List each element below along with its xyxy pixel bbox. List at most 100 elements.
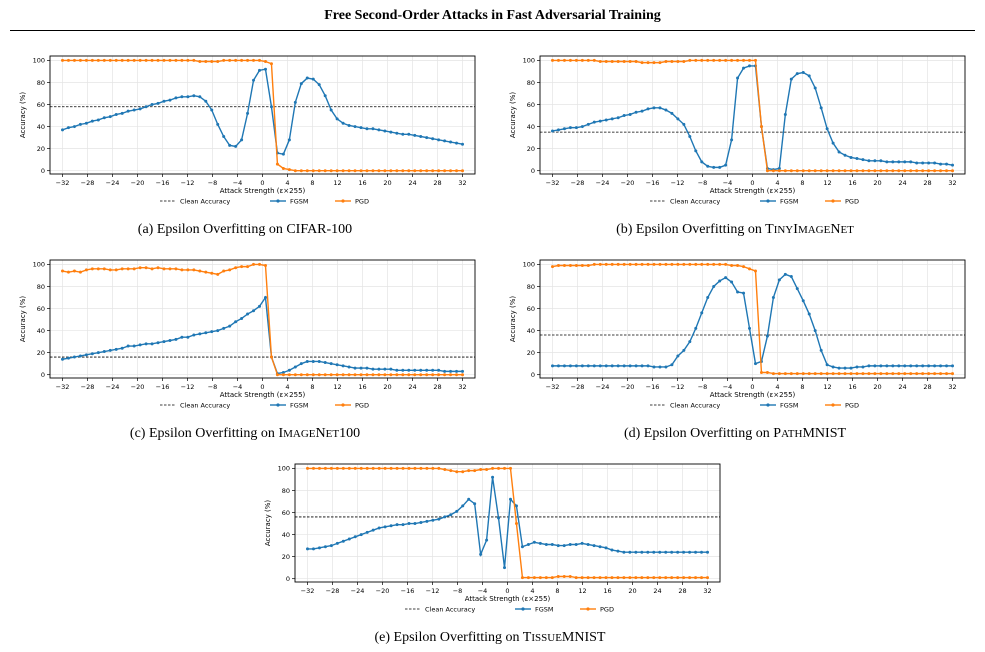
fgsm-point bbox=[443, 369, 447, 373]
fgsm-point bbox=[156, 101, 160, 105]
fgsm-point bbox=[258, 68, 262, 72]
pgd-point bbox=[706, 576, 709, 580]
legend-e: Clean Accuracy FGSM PGD bbox=[405, 605, 614, 613]
x-tick-label: −12 bbox=[671, 179, 685, 187]
pgd-point bbox=[305, 169, 309, 173]
fgsm-point bbox=[455, 369, 459, 373]
pgd-point bbox=[694, 576, 698, 580]
x-axis-label: Attack Strength (ε×255) bbox=[220, 391, 306, 399]
legend-label: PGD bbox=[355, 401, 369, 409]
y-tick-label: 80 bbox=[37, 283, 45, 291]
pgd-point bbox=[365, 466, 369, 470]
fgsm-point bbox=[84, 121, 88, 125]
y-tick-label: 40 bbox=[37, 327, 45, 335]
fgsm-point bbox=[676, 550, 680, 554]
x-tick-label: 4 bbox=[285, 383, 289, 391]
fgsm-point bbox=[640, 364, 644, 368]
fgsm-point bbox=[503, 566, 507, 570]
pgd-point bbox=[789, 372, 793, 376]
fgsm-point bbox=[246, 312, 250, 316]
fgsm-point bbox=[658, 365, 662, 369]
y-tick-label: 0 bbox=[41, 371, 45, 379]
pgd-point bbox=[108, 268, 112, 272]
fgsm-point bbox=[72, 125, 76, 129]
pgd-point bbox=[383, 466, 387, 470]
fgsm-point bbox=[347, 123, 351, 127]
fgsm-point bbox=[807, 312, 811, 316]
pgd-point bbox=[903, 372, 907, 376]
legend-label: Clean Accuracy bbox=[180, 401, 230, 409]
fgsm-point bbox=[694, 326, 698, 330]
pgd-point bbox=[765, 370, 769, 374]
fgsm-point bbox=[281, 370, 285, 374]
fgsm-point bbox=[323, 94, 327, 98]
fgsm-point bbox=[616, 549, 620, 553]
pgd-point bbox=[425, 466, 429, 470]
fgsm-point bbox=[323, 545, 327, 549]
fgsm-point bbox=[574, 543, 578, 547]
fgsm-point bbox=[341, 121, 345, 125]
pgd-point bbox=[664, 262, 668, 266]
fgsm-point bbox=[126, 344, 130, 348]
fgsm-point bbox=[485, 538, 489, 542]
pgd-point bbox=[813, 372, 817, 376]
pgd-point bbox=[401, 373, 405, 377]
pgd-point bbox=[497, 466, 501, 470]
fgsm-point bbox=[311, 547, 315, 551]
pgd-point bbox=[162, 267, 166, 271]
pgd-point bbox=[323, 169, 327, 173]
fgsm-point bbox=[616, 364, 620, 368]
fgsm-point bbox=[646, 550, 650, 554]
fgsm-point bbox=[335, 117, 339, 121]
pgd-point bbox=[353, 169, 357, 173]
fgsm-point bbox=[610, 364, 614, 368]
fgsm-point bbox=[915, 161, 919, 165]
fgsm-point bbox=[562, 544, 566, 548]
fgsm-point bbox=[96, 118, 100, 122]
pgd-point bbox=[837, 372, 841, 376]
fgsm-point bbox=[640, 550, 644, 554]
fgsm-point bbox=[706, 295, 710, 299]
legend-marker bbox=[766, 199, 770, 203]
fgsm-point bbox=[174, 337, 178, 341]
pgd-point bbox=[694, 262, 698, 266]
pgd-point bbox=[210, 60, 214, 64]
pgd-point bbox=[706, 58, 710, 62]
x-tick-label: 20 bbox=[873, 179, 881, 187]
fgsm-point bbox=[240, 316, 244, 320]
fgsm-point bbox=[186, 335, 190, 339]
fgsm-point bbox=[425, 368, 429, 372]
fgsm-point bbox=[198, 332, 202, 336]
series-fgsm bbox=[61, 67, 464, 156]
y-tick-label: 40 bbox=[282, 531, 290, 539]
y-axis-label: Accuracy (%) bbox=[19, 92, 27, 139]
legend-label: Clean Accuracy bbox=[425, 605, 475, 613]
pgd-point bbox=[676, 60, 680, 64]
fgsm-point bbox=[407, 522, 411, 526]
pgd-point bbox=[628, 262, 632, 266]
pgd-point bbox=[317, 373, 321, 377]
pgd-point bbox=[371, 169, 375, 173]
pgd-point bbox=[724, 262, 728, 266]
pgd-point bbox=[610, 262, 614, 266]
fgsm-point bbox=[837, 150, 841, 154]
fgsm-point bbox=[329, 108, 333, 112]
fgsm-point bbox=[78, 122, 82, 126]
fgsm-point bbox=[777, 166, 781, 170]
fgsm-point bbox=[371, 528, 375, 532]
fgsm-point bbox=[909, 364, 913, 368]
x-tick-label: −20 bbox=[131, 383, 145, 391]
pgd-point bbox=[616, 60, 620, 64]
fgsm-point bbox=[610, 117, 614, 121]
pgd-point bbox=[706, 262, 710, 266]
pgd-point bbox=[568, 574, 572, 578]
fgsm-point bbox=[449, 369, 453, 373]
fgsm-point bbox=[700, 311, 704, 315]
fgsm-point bbox=[222, 135, 226, 139]
fgsm-point bbox=[742, 66, 746, 70]
fgsm-point bbox=[299, 82, 303, 86]
pgd-point bbox=[240, 265, 244, 269]
pgd-point bbox=[431, 373, 435, 377]
pgd-point bbox=[389, 373, 393, 377]
fgsm-point bbox=[927, 364, 931, 368]
